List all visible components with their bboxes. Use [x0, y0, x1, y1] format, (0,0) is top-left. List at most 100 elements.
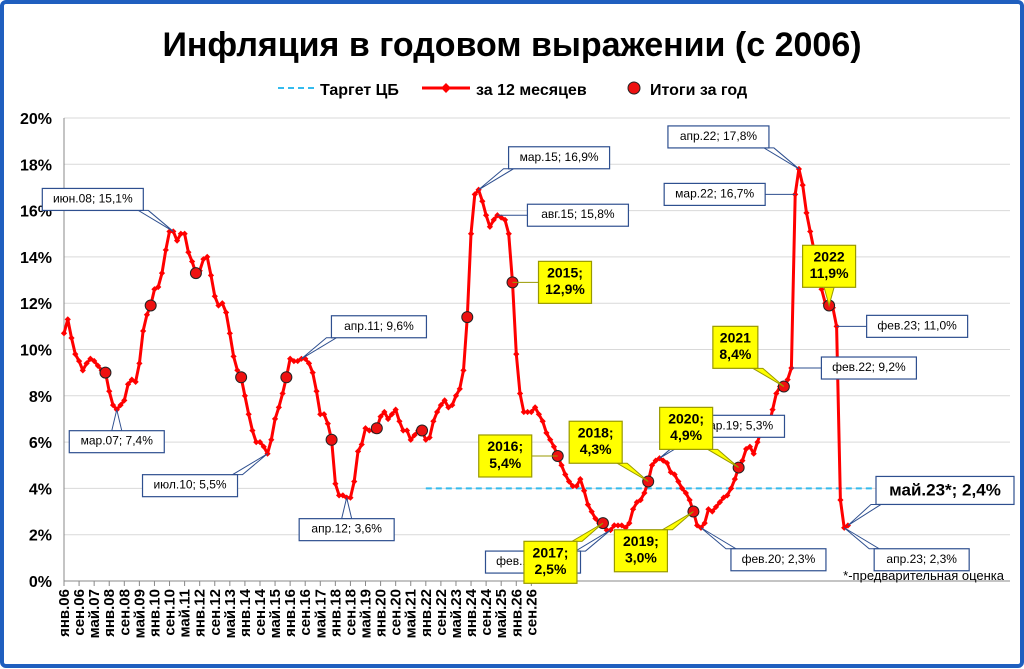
callout-label: 2016; 5,4% [487, 438, 523, 471]
annual-point [99, 366, 112, 379]
monthly-point [724, 492, 731, 499]
monthly-point [324, 420, 331, 427]
y-tick-label: 0% [29, 574, 52, 591]
callout-label: 2019; 3,0% [623, 533, 659, 566]
monthly-point [241, 392, 249, 399]
callout-pointer [660, 511, 694, 531]
y-tick-label: 12% [20, 296, 52, 313]
monthly-point [64, 316, 71, 323]
callout-box [330, 315, 428, 339]
monthly-point [479, 198, 486, 205]
callout-label: мар.15; 16,9% [520, 150, 599, 164]
monthly-point [72, 351, 79, 358]
callout-pointer [847, 503, 883, 526]
y-tick-label: 14% [20, 250, 52, 267]
callout-box [41, 187, 144, 212]
callout: 2019; 3,0% [613, 511, 694, 573]
monthly-point [260, 443, 267, 450]
annual-point [144, 299, 157, 312]
x-tick-label: сен.16 [297, 589, 314, 636]
monthly-point [837, 496, 844, 504]
monthly-point [569, 482, 576, 490]
x-tick-label: май.09 [131, 589, 148, 638]
callout-box [820, 356, 918, 380]
monthly-point [678, 485, 686, 492]
monthly-point [788, 364, 795, 372]
callout-box [526, 203, 630, 227]
annual-point [325, 433, 338, 446]
callout-label: фев.22; 9,2% [832, 360, 906, 374]
callout-label: 2018; 4,3% [578, 424, 614, 457]
monthly-point [516, 390, 524, 397]
callout-box [298, 518, 395, 542]
monthly-point [562, 471, 569, 478]
x-tick-label: сен.06 [71, 589, 88, 636]
x-axis: янв.06сен.06май.07янв.08сен.08май.09янв.… [56, 118, 540, 638]
x-tick-label: сен.22 [433, 589, 450, 636]
callout-pointer [705, 448, 739, 468]
callout-pointer [615, 462, 649, 482]
legend-monthly-label: за 12 месяцев [476, 82, 587, 99]
monthly-point [426, 434, 433, 441]
callout: мар.22; 16,7% [663, 182, 796, 206]
monthly-point [207, 272, 215, 279]
callout-box [613, 529, 669, 573]
callout: 2018; 4,3% [568, 420, 649, 482]
callout: 2016; 5,4% [478, 434, 558, 478]
monthly-point [701, 520, 708, 527]
x-tick-label: май.19 [358, 589, 375, 638]
callout-box [478, 434, 533, 478]
y-tick-label: 8% [29, 389, 52, 406]
monthly-point [140, 327, 147, 335]
monthly-point [68, 334, 75, 342]
monthly-point [181, 230, 188, 237]
callout-pointer [762, 147, 800, 170]
monthly-point [449, 401, 456, 409]
callout-label: мар.07; 7,4% [81, 434, 154, 448]
callout-box [141, 474, 239, 498]
callout-pointer [136, 209, 174, 232]
callout: июн.08; 15,1% [41, 187, 174, 232]
monthly-point [290, 357, 298, 365]
callout-label: мар.22; 16,7% [675, 186, 754, 200]
x-tick-label: янв.26 [508, 589, 525, 637]
y-tick-label: 4% [29, 481, 52, 498]
monthly-point [158, 269, 166, 277]
x-tick-label: май.13 [222, 589, 239, 638]
callout: 2015; 12,9% [512, 260, 593, 304]
monthly-point [611, 522, 618, 529]
callout-label: фев.23; 11,0% [877, 318, 957, 332]
annual-point [280, 371, 293, 384]
annual-point [461, 311, 474, 324]
x-tick-label: янв.18 [327, 589, 344, 637]
x-tick-label: сен.08 [116, 589, 133, 636]
callout-label: апр.11; 9,6% [344, 319, 414, 333]
callout: 2022 11,9% [801, 244, 857, 308]
y-tick-label: 2% [29, 528, 52, 545]
callout-label: июн.08; 15,1% [53, 191, 133, 205]
monthly-point [486, 223, 493, 230]
callout-label: июл.10; 5,5% [153, 478, 226, 492]
legend-monthly-marker [441, 83, 451, 93]
callout-label: апр.22; 17,8% [680, 129, 758, 143]
x-tick-label: май.23 [448, 589, 465, 638]
callout-box [68, 430, 165, 454]
monthly-point [682, 489, 689, 497]
callout: апр.22; 17,8% [667, 125, 800, 170]
monthly-point [588, 508, 595, 515]
monthly-point [712, 503, 720, 511]
monthly-point [592, 515, 599, 522]
x-tick-label: сен.14 [252, 588, 269, 635]
callout-box [568, 420, 623, 464]
callout-box [866, 314, 969, 338]
monthly-point [106, 388, 113, 395]
monthly-point [309, 369, 316, 376]
monthly-point [188, 258, 196, 265]
y-tick-label: 18% [20, 157, 52, 174]
x-tick-label: сен.12 [207, 589, 224, 636]
y-tick-label: 6% [29, 435, 52, 452]
x-tick-label: май.15 [267, 589, 284, 638]
annotations: июн.08; 15,1% мар.07; 7,4% июл.10; 5,5% апр… [41, 125, 1015, 584]
x-tick-label: май.21 [403, 589, 420, 638]
